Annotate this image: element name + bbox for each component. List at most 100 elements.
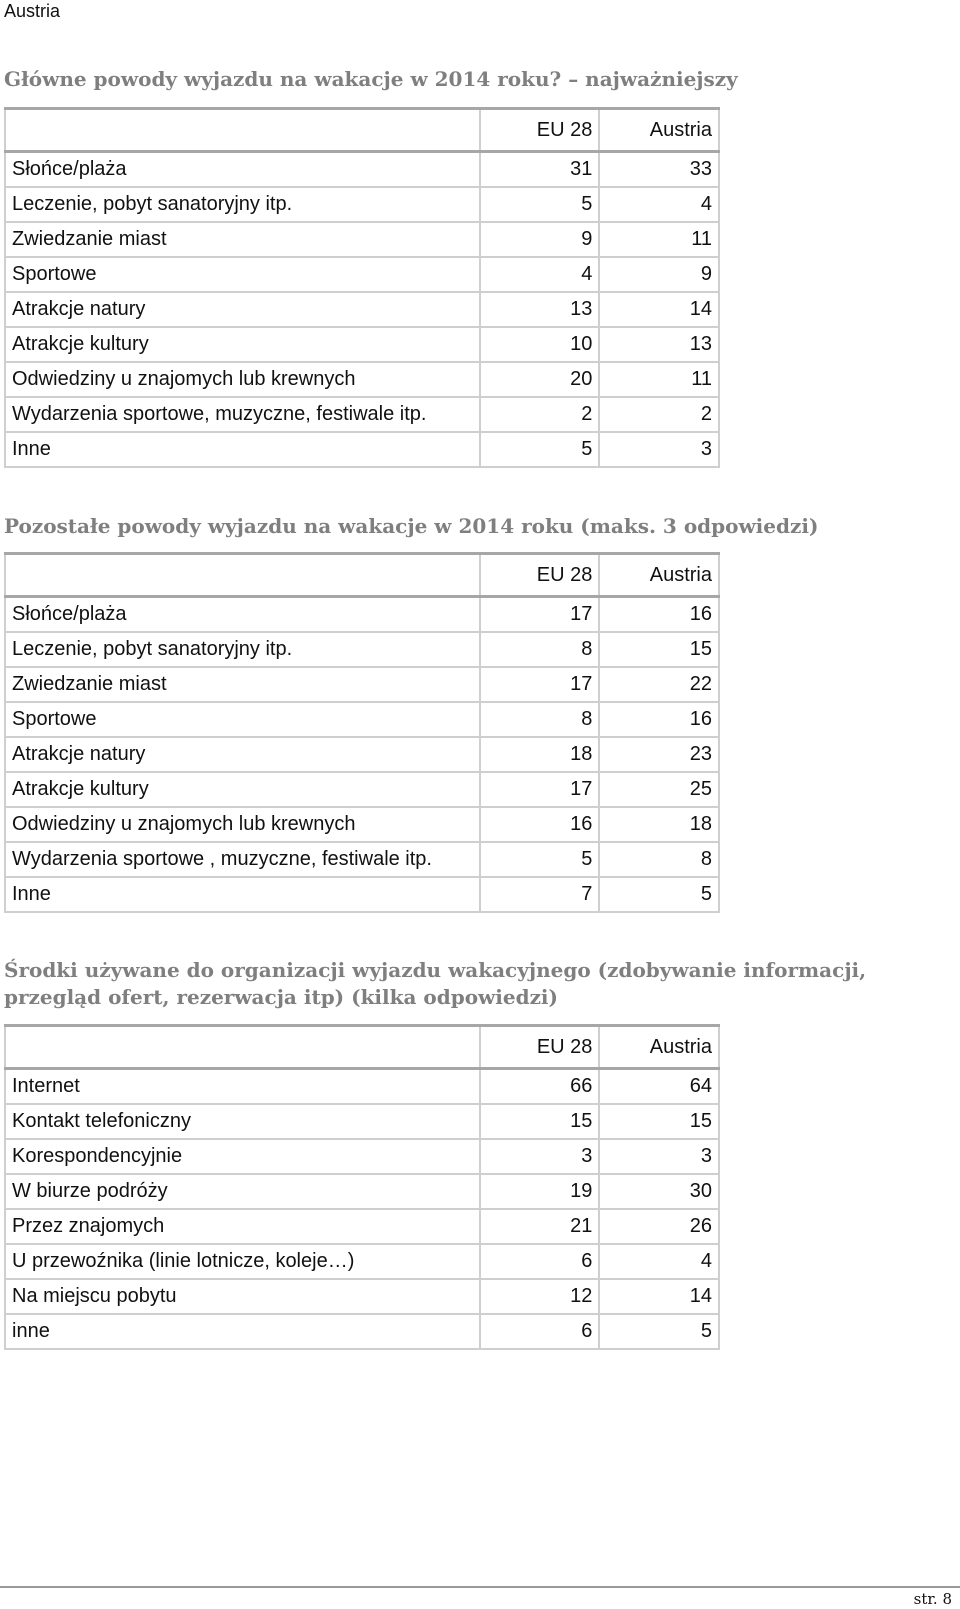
austria-value: 16: [598, 701, 720, 738]
table-row: Słońce/plaża 31 33: [3, 150, 720, 188]
austria-value: 15: [598, 1103, 720, 1140]
eu28-value: 13: [479, 291, 601, 328]
austria-value: 26: [598, 1208, 720, 1245]
row-label: Przez znajomych: [3, 1208, 482, 1245]
table-row: Słońce/plaża 17 16: [3, 595, 720, 633]
eu28-value: 5: [479, 841, 601, 878]
section-title-other-reasons: Pozostałe powody wyjazdu na wakacje w 20…: [4, 514, 819, 538]
organization-means-table: EU 28 Austria Internet 66 64 Kontakt telef…: [3, 1024, 720, 1350]
table-row: Atrakcje kultury 17 25: [3, 771, 720, 808]
austria-value: 3: [598, 1138, 720, 1175]
austria-value: 5: [598, 876, 720, 913]
row-label: Na miejscu pobytu: [3, 1278, 482, 1315]
austria-value: 23: [598, 736, 720, 773]
austria-value: 64: [598, 1067, 720, 1105]
row-label: W biurze podróży: [3, 1173, 482, 1210]
eu28-value: 5: [479, 431, 601, 468]
table-header-row: EU 28 Austria: [3, 107, 720, 153]
row-label: Odwiedziny u znajomych lub krewnych: [3, 361, 482, 398]
eu28-value: 8: [479, 631, 601, 668]
row-label: Wydarzenia sportowe , muzyczne, festiwal…: [3, 841, 482, 878]
row-label: Słońce/plaża: [3, 595, 482, 633]
row-label: Słońce/plaża: [3, 150, 482, 188]
header-empty-cell: [3, 552, 482, 598]
eu28-value: 8: [479, 701, 601, 738]
austria-value: 11: [598, 361, 720, 398]
austria-value: 25: [598, 771, 720, 808]
section-title-organization-means: Środki używane do organizacji wyjazdu wa…: [4, 958, 867, 1009]
table-row: Przez znajomych 21 26: [3, 1208, 720, 1245]
austria-value: 5: [598, 1313, 720, 1350]
row-label: Inne: [3, 431, 482, 468]
eu28-value: 15: [479, 1103, 601, 1140]
eu28-value: 4: [479, 256, 601, 293]
footer-divider: [0, 1586, 960, 1588]
austria-value: 22: [598, 666, 720, 703]
row-label: Wydarzenia sportowe, muzyczne, festiwale…: [3, 396, 482, 433]
header-empty-cell: [3, 107, 482, 153]
table-row: Na miejscu pobytu 12 14: [3, 1278, 720, 1315]
eu28-value: 3: [479, 1138, 601, 1175]
austria-value: 14: [598, 291, 720, 328]
eu28-value: 17: [479, 595, 601, 633]
eu28-value: 21: [479, 1208, 601, 1245]
austria-value: 15: [598, 631, 720, 668]
table-row: Inne 7 5: [3, 876, 720, 913]
row-label: Korespondencyjnie: [3, 1138, 482, 1175]
row-label: inne: [3, 1313, 482, 1350]
eu28-value: 19: [479, 1173, 601, 1210]
table-row: Kontakt telefoniczny 15 15: [3, 1103, 720, 1140]
eu28-value: 12: [479, 1278, 601, 1315]
austria-value: 2: [598, 396, 720, 433]
page-number: str. 8: [913, 1590, 952, 1608]
page-header: Austria: [4, 1, 61, 21]
austria-value: 4: [598, 186, 720, 223]
table-row: Zwiedzanie miast 9 11: [3, 221, 720, 258]
eu28-value: 17: [479, 771, 601, 808]
table-row: Zwiedzanie miast 17 22: [3, 666, 720, 703]
row-label: Atrakcje kultury: [3, 326, 482, 363]
austria-value: 8: [598, 841, 720, 878]
row-label: Atrakcje kultury: [3, 771, 482, 808]
table-header-row: EU 28 Austria: [3, 1024, 720, 1070]
row-label: Zwiedzanie miast: [3, 666, 482, 703]
austria-value: 30: [598, 1173, 720, 1210]
table-row: Atrakcje natury 13 14: [3, 291, 720, 328]
eu28-value: 7: [479, 876, 601, 913]
austria-value: 3: [598, 431, 720, 468]
main-reasons-table: EU 28 Austria Słońce/plaża 31 33 Leczenie,…: [3, 107, 720, 468]
header-empty-cell: [3, 1024, 482, 1070]
austria-value: 16: [598, 595, 720, 633]
eu28-value: 18: [479, 736, 601, 773]
row-label: U przewoźnika (linie lotnicze, koleje…): [3, 1243, 482, 1280]
header-eu28: EU 28: [479, 107, 601, 153]
table-row: Leczenie, pobyt sanatoryjny itp. 5 4: [3, 186, 720, 223]
section-title-main-reasons: Główne powody wyjazdu na wakacje w 2014 …: [4, 67, 738, 91]
row-label: Leczenie, pobyt sanatoryjny itp.: [3, 631, 482, 668]
eu28-value: 17: [479, 666, 601, 703]
table-row: W biurze podróży 19 30: [3, 1173, 720, 1210]
table-row: Odwiedziny u znajomych lub krewnych 20 11: [3, 361, 720, 398]
austria-value: 14: [598, 1278, 720, 1315]
table-row: U przewoźnika (linie lotnicze, koleje…) 6…: [3, 1243, 720, 1280]
eu28-value: 6: [479, 1313, 601, 1350]
eu28-value: 31: [479, 150, 601, 188]
eu28-value: 66: [479, 1067, 601, 1105]
eu28-value: 10: [479, 326, 601, 363]
table-row: Atrakcje kultury 10 13: [3, 326, 720, 363]
table-row: Internet 66 64: [3, 1067, 720, 1105]
table-row: Korespondencyjnie 3 3: [3, 1138, 720, 1175]
row-label: Kontakt telefoniczny: [3, 1103, 482, 1140]
austria-value: 13: [598, 326, 720, 363]
table-row: Atrakcje natury 18 23: [3, 736, 720, 773]
table-row: Odwiedziny u znajomych lub krewnych 16 18: [3, 806, 720, 843]
table-row: Leczenie, pobyt sanatoryjny itp. 8 15: [3, 631, 720, 668]
austria-value: 9: [598, 256, 720, 293]
eu28-value: 20: [479, 361, 601, 398]
austria-value: 11: [598, 221, 720, 258]
row-label: Sportowe: [3, 256, 482, 293]
austria-value: 4: [598, 1243, 720, 1280]
row-label: Atrakcje natury: [3, 291, 482, 328]
table-row: Sportowe 8 16: [3, 701, 720, 738]
header-eu28: EU 28: [479, 1024, 601, 1070]
